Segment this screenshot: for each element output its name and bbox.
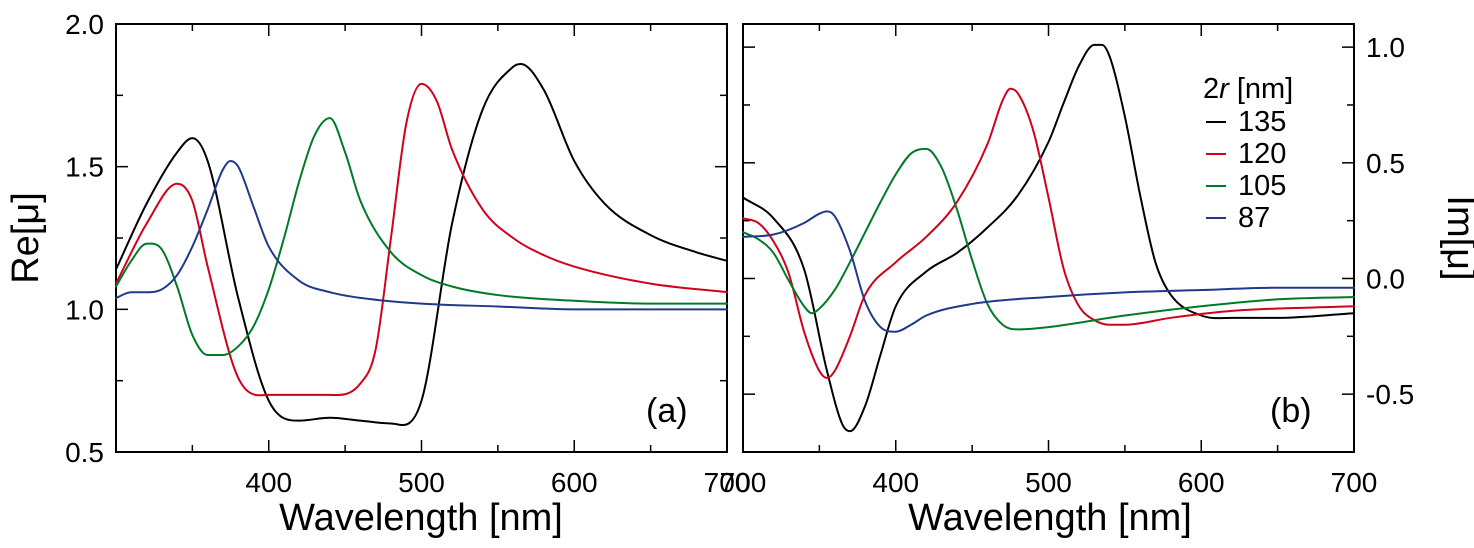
series-line-120: [742, 87, 1355, 379]
y-tick-label: 0.5: [1366, 148, 1405, 179]
y-tick-label: 1.0: [65, 294, 104, 325]
x-tick-label: 500: [1025, 467, 1072, 498]
series-line-120: [115, 82, 728, 397]
legend-label-87: 87: [1238, 202, 1270, 234]
series-line-105: [742, 147, 1355, 331]
series-line-87: [742, 210, 1355, 333]
legend-label-120: 120: [1238, 138, 1286, 170]
y-tick-label: 0.5: [65, 437, 104, 468]
series-line-87: [115, 159, 728, 311]
legend-title-var: r: [1219, 73, 1230, 105]
x-tick-label: 500: [398, 467, 445, 498]
panel-b-chart: 700 400 500 600 700 -0.5 0.0 0.5 1.0 (b) Wavelen…: [720, 23, 1474, 539]
panel-b-tick-labels: 700 400 500 600 700 -0.5 0.0 0.5 1.0: [720, 32, 1415, 498]
legend-title-prefix: 2: [1203, 73, 1219, 105]
legend-label-105: 105: [1238, 170, 1286, 202]
y-tick-label: 1.0: [1366, 32, 1405, 63]
y-tick-label: -0.5: [1366, 379, 1414, 410]
panel-a-ylabel: Re[μ]: [5, 192, 47, 284]
series-line-135: [115, 62, 728, 427]
panel-a-xlabel: Wavelength [nm]: [279, 497, 563, 539]
x-tick-label: 700: [720, 467, 767, 498]
y-tick-label: 0.0: [1366, 263, 1405, 294]
legend-label-135: 135: [1238, 106, 1286, 138]
panel-b-xlabel: Wavelength [nm]: [908, 497, 1192, 539]
y-tick-label: 2.0: [65, 9, 104, 40]
legend-title: 2r [nm]: [1203, 73, 1293, 105]
panel-b-curves: [742, 43, 1355, 433]
panel-b-label: (b): [1270, 392, 1312, 430]
series-line-135: [742, 43, 1355, 433]
x-tick-label: 600: [1178, 467, 1225, 498]
x-tick-label: 600: [551, 467, 598, 498]
legend-title-unit: [nm]: [1237, 73, 1293, 105]
x-tick-label: 400: [245, 467, 292, 498]
x-tick-label: 700: [1331, 467, 1378, 498]
panel-b-ylabel: Im[μ]: [1439, 195, 1474, 280]
panel-a-tick-labels: 400 500 600 700 0.5 1.0 1.5 2.0: [65, 9, 750, 498]
x-tick-label: 400: [872, 467, 919, 498]
panel-a-label: (a): [646, 392, 688, 430]
y-tick-label: 1.5: [65, 152, 104, 183]
panel-a-ticks: [115, 23, 728, 453]
x-tick-label: 700: [704, 467, 751, 498]
panel-a-frame: [115, 23, 728, 453]
panel-a-chart: 400 500 600 700 0.5 1.0 1.5 2.0 (a) Wavelength …: [5, 9, 750, 539]
series-line-105: [115, 117, 728, 356]
panel-b-ticks: [742, 24, 1355, 452]
panel-a-curves: [115, 62, 728, 427]
